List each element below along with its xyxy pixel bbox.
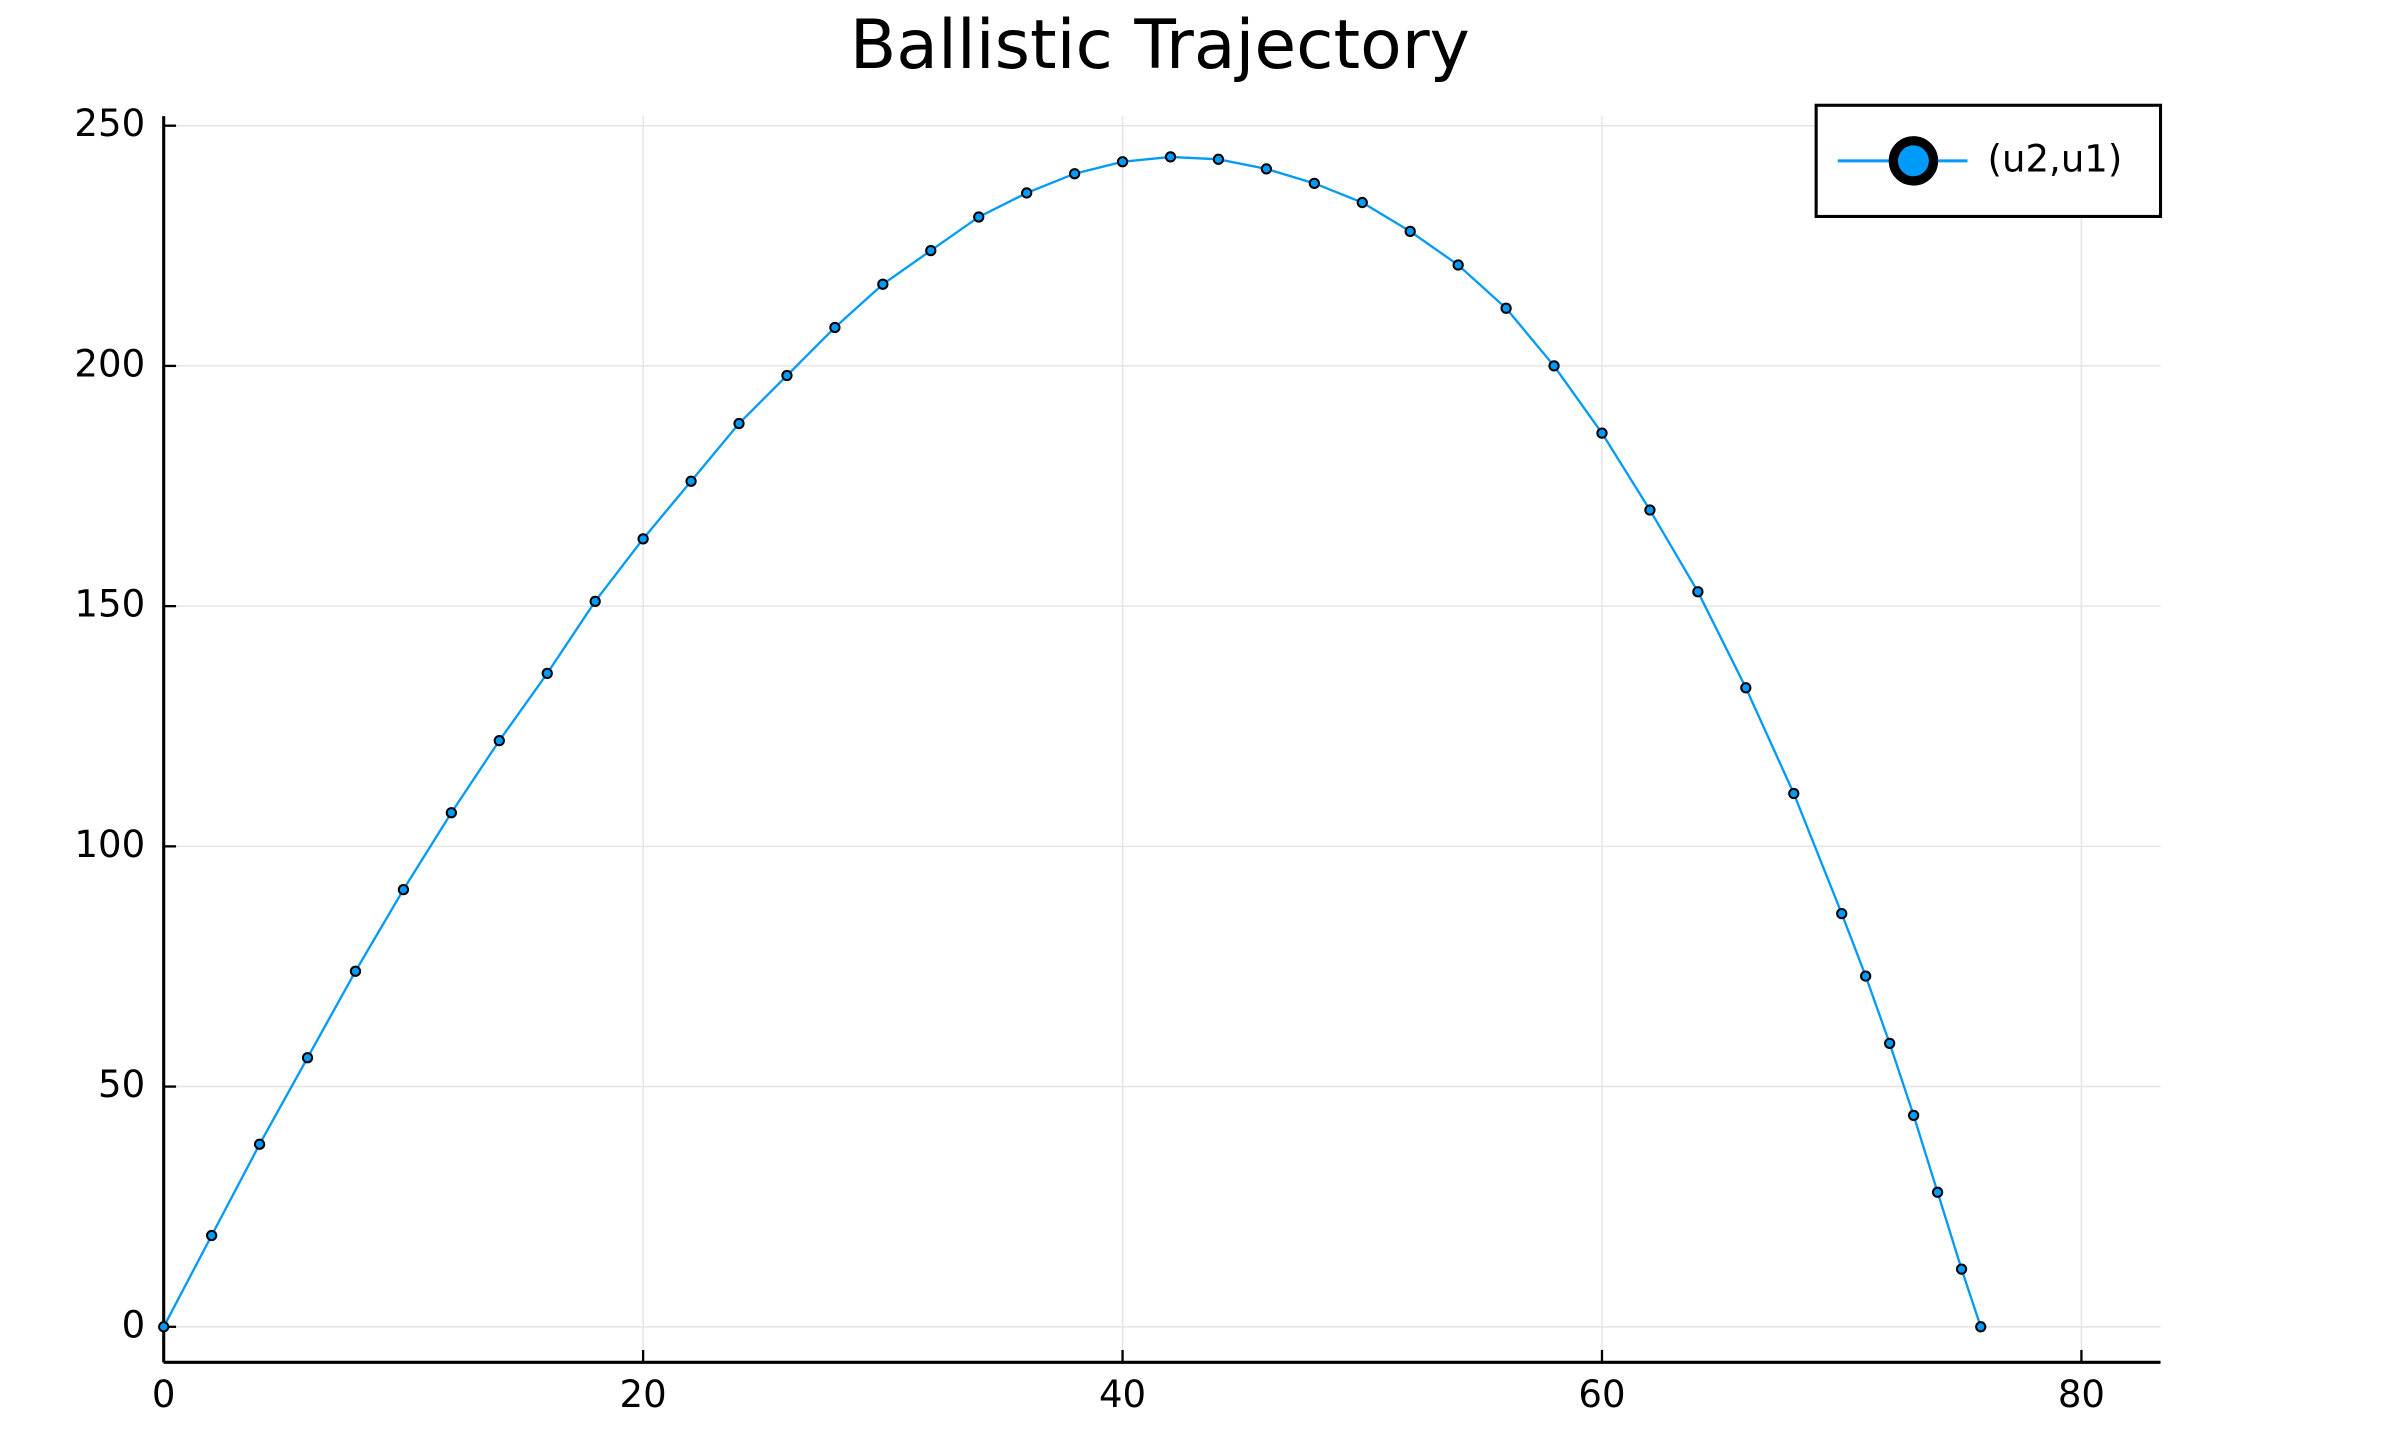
data-point [1836, 907, 1848, 920]
data-point [1212, 153, 1225, 165]
data-point [589, 595, 601, 607]
data-point [253, 1138, 266, 1150]
data-point [397, 883, 410, 896]
x-tick-label: 20 [620, 1373, 667, 1416]
data-point [1116, 156, 1129, 168]
data-point [1740, 682, 1752, 694]
data-point [1068, 168, 1081, 180]
y-tick-label: 50 [98, 1063, 145, 1106]
data-point [301, 1052, 314, 1064]
data-point [1975, 1321, 1987, 1333]
legend-label: (u2,u1) [1988, 137, 2123, 180]
data-point [637, 533, 649, 545]
data-point [1884, 1037, 1896, 1049]
data-point [1788, 787, 1800, 800]
data-point [1260, 163, 1273, 175]
data-point [541, 667, 553, 680]
x-tick-label: 80 [2058, 1373, 2105, 1416]
data-point [781, 369, 793, 382]
data-point [1404, 225, 1416, 238]
data-point [349, 965, 362, 977]
data-point [1548, 360, 1560, 372]
x-tick-label: 40 [1099, 1373, 1146, 1416]
data-point [445, 807, 457, 819]
data-point [493, 735, 505, 747]
data-point [925, 244, 937, 257]
data-point [1955, 1263, 1968, 1275]
data-point [1931, 1186, 1944, 1198]
data-point [1164, 151, 1177, 163]
y-tick-label: 200 [74, 342, 145, 385]
series-line [162, 155, 1982, 1328]
data-point [733, 417, 745, 430]
data-point [1021, 187, 1033, 199]
y-tick-label: 0 [122, 1303, 146, 1346]
y-tick-label: 100 [74, 823, 145, 866]
data-point [1907, 1109, 1920, 1122]
legend-marker [1888, 136, 1939, 186]
data-point [829, 321, 841, 334]
data-point [1500, 302, 1512, 314]
x-tick-label: 60 [1578, 1373, 1625, 1416]
data-point [1596, 427, 1608, 439]
data-point [973, 211, 985, 223]
chart-title: Ballistic Trajectory [850, 6, 1470, 85]
y-tick-label: 150 [74, 583, 145, 626]
data-point [1452, 259, 1464, 271]
data-point [1692, 586, 1704, 598]
data-point [1860, 970, 1872, 982]
data-point [1356, 196, 1368, 209]
y-tick-label: 250 [74, 102, 145, 145]
data-point [877, 278, 889, 290]
data-point [206, 1229, 218, 1242]
data-point [1644, 504, 1656, 516]
x-tick-label: 0 [152, 1373, 176, 1416]
data-point [685, 475, 697, 487]
data-point [1308, 177, 1320, 189]
data-point [158, 1321, 170, 1333]
